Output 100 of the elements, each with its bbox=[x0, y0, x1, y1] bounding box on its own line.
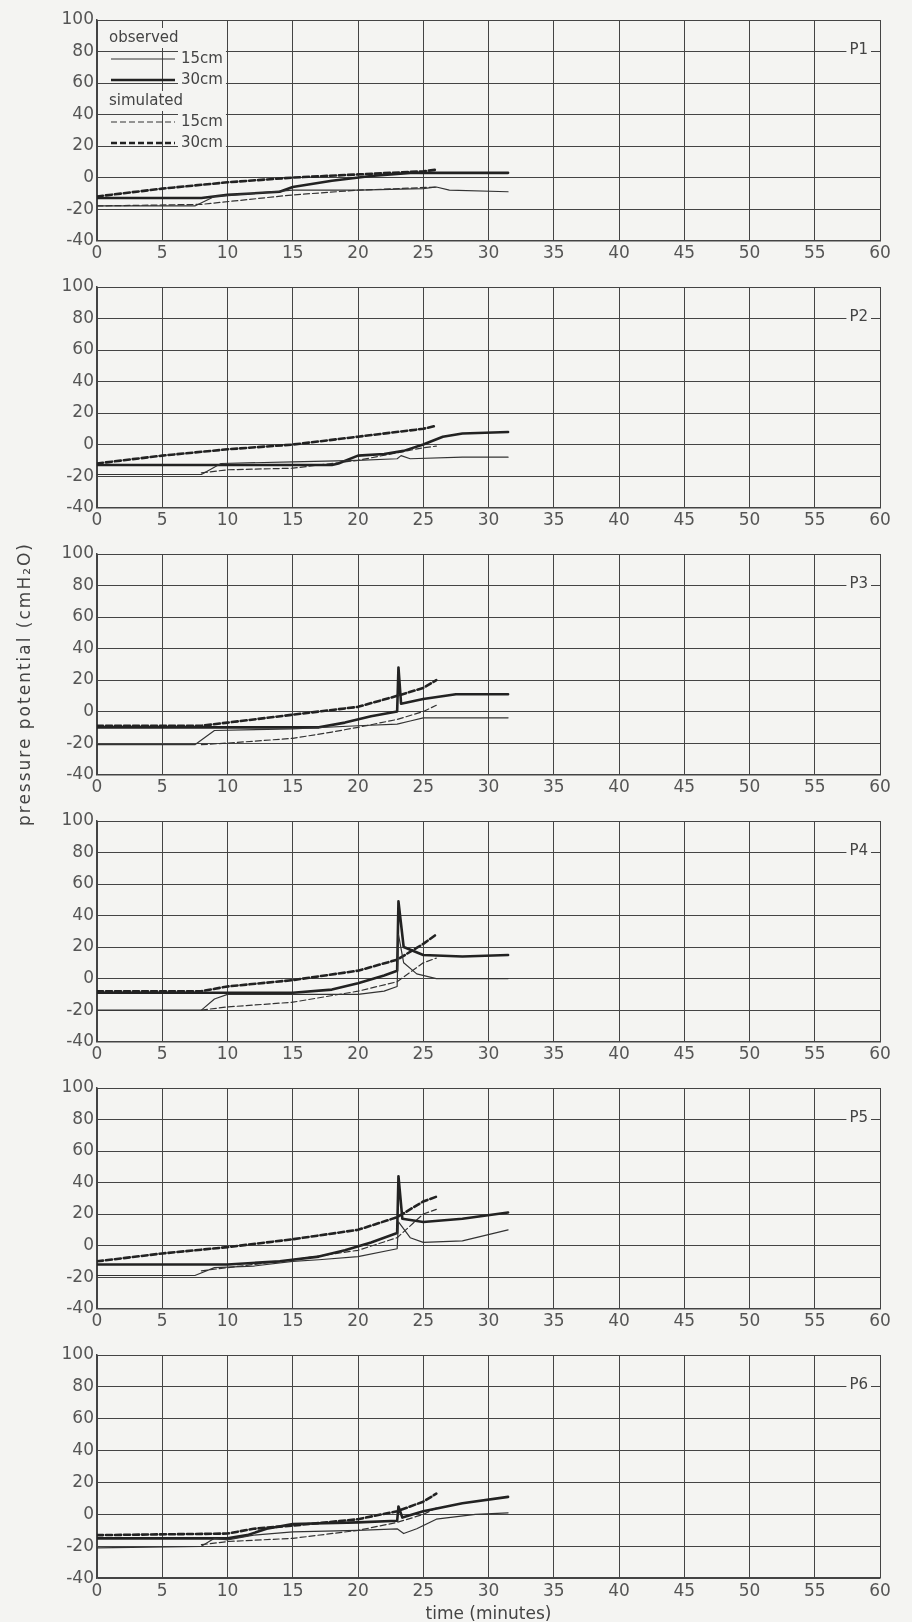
x-tick-label: 10 bbox=[216, 776, 239, 797]
x-tick-label: 40 bbox=[608, 1579, 630, 1600]
y-tick-label: 60 bbox=[72, 1407, 94, 1428]
x-tick-label: 40 bbox=[608, 509, 630, 530]
x-tick-label: 35 bbox=[542, 1043, 565, 1064]
legend-label: 30cm bbox=[181, 69, 223, 88]
x-tick-label: 45 bbox=[673, 776, 696, 797]
x-tick-label: 25 bbox=[412, 1310, 435, 1331]
y-tick-label: -40 bbox=[66, 1297, 94, 1318]
x-tick-label: 45 bbox=[673, 1043, 696, 1064]
legend-label: 15cm bbox=[181, 111, 223, 130]
text: P2 bbox=[849, 306, 868, 325]
y-tick-label: 80 bbox=[72, 39, 94, 60]
x-tick-label: 55 bbox=[803, 242, 826, 263]
y-tick-label: 0 bbox=[83, 699, 94, 720]
x-tick-label: 35 bbox=[542, 1579, 565, 1600]
y-tick-label: 60 bbox=[72, 1139, 94, 1160]
y-tick-label: 100 bbox=[61, 809, 94, 830]
y-tick-label: 20 bbox=[72, 1202, 94, 1223]
x-tick-label: 40 bbox=[608, 1043, 630, 1064]
x-tick-label: 30 bbox=[477, 242, 500, 263]
x-tick-label: 50 bbox=[738, 1043, 761, 1064]
x-tick-label: 30 bbox=[477, 1310, 500, 1331]
x-tick-label: 15 bbox=[281, 242, 304, 263]
y-tick-label: 40 bbox=[72, 903, 94, 924]
y-tick-label: -40 bbox=[66, 1566, 94, 1587]
x-tick-label: 45 bbox=[673, 242, 696, 263]
x-tick-label: 25 bbox=[412, 509, 435, 530]
x-tick-label: 5 bbox=[156, 509, 168, 530]
x-tick-label: 20 bbox=[347, 1310, 369, 1331]
y-tick-label: 60 bbox=[72, 605, 94, 626]
x-tick-label: 55 bbox=[803, 776, 826, 797]
x-tick-label: 10 bbox=[216, 509, 239, 530]
y-tick-label: 60 bbox=[72, 338, 94, 359]
legend-label: 15cm bbox=[181, 48, 223, 67]
y-tick-label: -40 bbox=[66, 1030, 94, 1051]
annotation: simulated bbox=[109, 90, 184, 109]
x-tick-label: 35 bbox=[542, 1310, 565, 1331]
x-tick-label: 25 bbox=[412, 1579, 435, 1600]
y-tick-label: 0 bbox=[83, 165, 94, 186]
x-tick-label: 60 bbox=[869, 509, 891, 530]
y-tick-label: -20 bbox=[66, 1265, 94, 1286]
x-tick-label: 15 bbox=[281, 776, 304, 797]
y-tick-label: -40 bbox=[66, 229, 94, 250]
y-tick-label: 100 bbox=[61, 275, 94, 296]
x-tick-label: 35 bbox=[542, 242, 565, 263]
annotation: observed bbox=[109, 27, 179, 46]
x-tick-label: 15 bbox=[281, 1579, 304, 1600]
x-tick-label: 5 bbox=[156, 1043, 168, 1064]
x-tick-label: 55 bbox=[803, 1043, 826, 1064]
x-tick-label: 45 bbox=[673, 1310, 696, 1331]
x-tick-label: 5 bbox=[156, 242, 168, 263]
x-tick-label: 45 bbox=[673, 1579, 696, 1600]
legend-label: 30cm bbox=[181, 132, 223, 151]
y-tick-label: -20 bbox=[66, 998, 94, 1019]
y-tick-label: 40 bbox=[72, 369, 94, 390]
y-tick-label: -20 bbox=[66, 464, 94, 485]
x-tick-label: 40 bbox=[608, 776, 630, 797]
y-tick-label: 80 bbox=[72, 1107, 94, 1128]
x-tick-label: 10 bbox=[216, 1310, 239, 1331]
x-tick-label: 20 bbox=[347, 509, 369, 530]
x-tick-label: 50 bbox=[738, 242, 761, 263]
text: P6 bbox=[849, 1374, 868, 1393]
y-tick-label: 40 bbox=[72, 636, 94, 657]
y-tick-label: 100 bbox=[61, 1076, 94, 1097]
y-tick-label: 80 bbox=[72, 306, 94, 327]
text: P4 bbox=[849, 840, 868, 859]
x-tick-label: 5 bbox=[156, 1579, 168, 1600]
text: P3 bbox=[849, 573, 868, 592]
y-tick-label: 80 bbox=[72, 1375, 94, 1396]
x-tick-label: 40 bbox=[608, 1310, 630, 1331]
x-tick-label: 30 bbox=[477, 776, 500, 797]
x-tick-label: 20 bbox=[347, 1043, 369, 1064]
y-tick-label: 60 bbox=[72, 872, 94, 893]
x-tick-label: 55 bbox=[803, 1579, 826, 1600]
y-tick-label: 0 bbox=[83, 1502, 94, 1523]
x-tick-label: 10 bbox=[216, 242, 239, 263]
y-tick-label: 20 bbox=[72, 935, 94, 956]
y-tick-label: 40 bbox=[72, 1170, 94, 1191]
x-tick-label: 30 bbox=[477, 509, 500, 530]
x-tick-label: 25 bbox=[412, 1043, 435, 1064]
x-tick-label: 30 bbox=[477, 1043, 500, 1064]
y-tick-label: 100 bbox=[61, 8, 94, 29]
y-tick-label: -40 bbox=[66, 763, 94, 784]
x-tick-label: 50 bbox=[738, 1579, 761, 1600]
x-tick-label: 50 bbox=[738, 509, 761, 530]
x-tick-label: 45 bbox=[673, 509, 696, 530]
x-tick-label: 60 bbox=[869, 1579, 891, 1600]
x-tick-label: 50 bbox=[738, 1310, 761, 1331]
x-axis-title: time (minutes) bbox=[425, 1603, 552, 1622]
x-tick-label: 60 bbox=[869, 776, 891, 797]
y-tick-label: 0 bbox=[83, 1233, 94, 1254]
y-tick-label: -20 bbox=[66, 1534, 94, 1555]
x-tick-label: 60 bbox=[869, 1310, 891, 1331]
text: P5 bbox=[849, 1107, 868, 1126]
x-tick-label: 15 bbox=[281, 509, 304, 530]
y-tick-label: 20 bbox=[72, 134, 94, 155]
y-tick-label: 80 bbox=[72, 573, 94, 594]
x-tick-label: 60 bbox=[869, 1043, 891, 1064]
x-tick-label: 35 bbox=[542, 776, 565, 797]
